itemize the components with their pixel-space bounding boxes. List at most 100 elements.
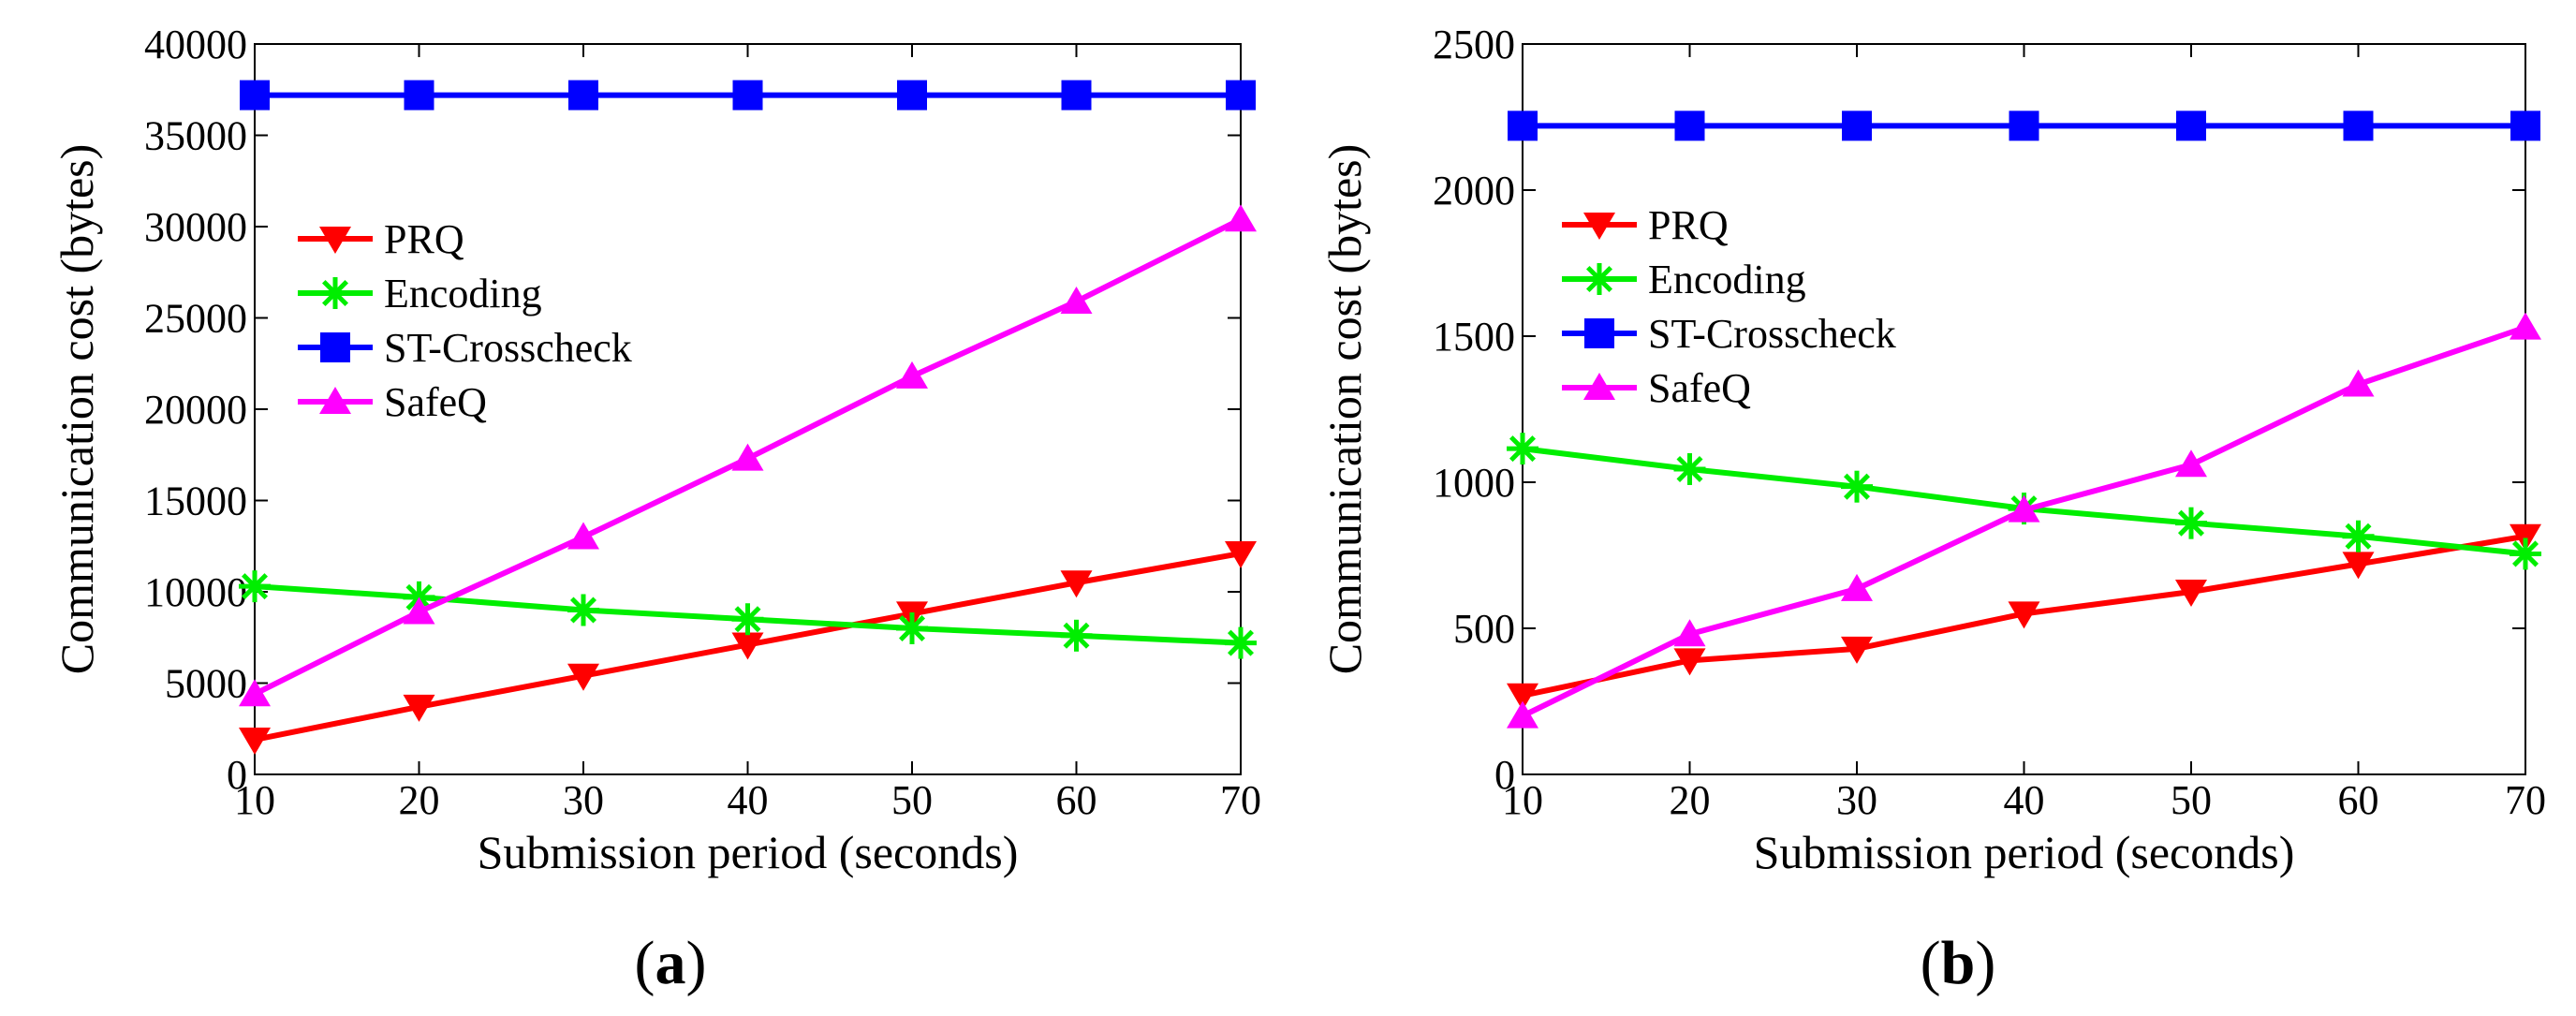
legend-marker [1584, 318, 1614, 348]
data-point [1507, 700, 1538, 729]
data-point [1507, 433, 1538, 465]
series-st-crosscheck [1508, 110, 2540, 141]
data-point [239, 570, 271, 603]
data-point [897, 80, 927, 110]
x-tick-label: 40 [728, 777, 769, 823]
x-tick-label: 30 [1836, 777, 1877, 823]
data-point [731, 603, 764, 636]
legend-label: Encoding [1648, 257, 1806, 302]
data-point [731, 632, 764, 660]
data-point [567, 594, 599, 626]
y-tick-label: 10000 [144, 569, 247, 615]
x-tick-label: 70 [2505, 777, 2546, 823]
y-tick-label: 25000 [144, 296, 247, 342]
data-point [1673, 619, 1706, 647]
series-prq [239, 541, 1257, 755]
legend-marker [319, 277, 351, 309]
y-tick-label: 500 [1453, 606, 1515, 652]
x-tick-label: 30 [563, 777, 604, 823]
y-tick-label: 15000 [144, 479, 247, 524]
data-point [1841, 636, 1873, 664]
legend: PRQ Encoding ST-Crosscheck SafeQ [298, 216, 632, 425]
data-point [1842, 110, 1872, 141]
legend-label: SafeQ [384, 379, 487, 425]
data-point [403, 694, 435, 722]
x-axis-title: Submission period (seconds) [478, 826, 1019, 878]
legend-item: ST-Crosscheck [1562, 311, 1896, 357]
legend-marker [1583, 373, 1615, 400]
data-point [239, 727, 271, 755]
data-point [1841, 573, 1873, 601]
data-point [1673, 648, 1706, 676]
legend-label: Encoding [384, 271, 542, 317]
data-point [567, 522, 599, 550]
y-tick-label: 2500 [1433, 22, 1515, 67]
legend-marker [1583, 213, 1615, 240]
data-point [2510, 537, 2541, 570]
legend-item: PRQ [298, 216, 464, 262]
y-axis-title: Communication cost (bytes) [1318, 144, 1371, 675]
legend-marker [320, 332, 350, 362]
data-point [2008, 601, 2040, 629]
data-point [2175, 449, 2207, 478]
legend-label: PRQ [1648, 202, 1729, 248]
data-point [1674, 110, 1705, 141]
legend-label: ST-Crosscheck [1648, 311, 1896, 357]
y-tick-label: 0 [1494, 752, 1515, 798]
data-point [1061, 80, 1092, 110]
panel-label: (a) [635, 929, 707, 997]
x-tick-label: 20 [1670, 777, 1711, 823]
panel-label-open: ( [1921, 929, 1941, 997]
data-point [1060, 286, 1093, 314]
data-point [2510, 312, 2541, 340]
data-point [2342, 552, 2375, 580]
y-tick-label: 2000 [1433, 168, 1515, 214]
legend-label: ST-Crosscheck [384, 325, 632, 371]
data-point [731, 443, 764, 471]
data-point [1225, 626, 1257, 659]
x-axis-title: Submission period (seconds) [1754, 826, 2295, 878]
legend-marker [319, 227, 351, 254]
x-tick-label: 10 [1502, 777, 1543, 823]
data-point [404, 80, 434, 110]
data-point [403, 596, 435, 625]
panel-label-close: ) [686, 929, 707, 997]
y-tick-label: 30000 [144, 204, 247, 250]
data-point [1507, 683, 1538, 711]
data-point [1841, 470, 1873, 503]
data-point [239, 679, 271, 707]
data-point [240, 80, 270, 110]
x-tick-label: 70 [1220, 777, 1261, 823]
x-tick-label: 60 [2338, 777, 2379, 823]
legend-item: ST-Crosscheck [298, 325, 632, 371]
data-point [2175, 580, 2207, 607]
data-point [2175, 507, 2207, 539]
data-point [732, 80, 763, 110]
series-prq [1507, 523, 2541, 711]
data-point [1226, 80, 1256, 110]
data-point [1225, 541, 1257, 569]
y-tick-label: 5000 [165, 661, 247, 707]
y-tick-label: 1500 [1433, 314, 1515, 360]
x-tick-label: 10 [234, 777, 275, 823]
data-point [2510, 110, 2540, 141]
panel-label-letter: a [655, 929, 686, 997]
data-point [896, 612, 928, 644]
panel-label-open: ( [635, 929, 655, 997]
data-point [2343, 110, 2374, 141]
x-tick-label: 50 [2171, 777, 2212, 823]
legend-marker [319, 387, 351, 414]
data-point [567, 663, 599, 691]
legend-label: SafeQ [1648, 365, 1751, 411]
legend-marker [1583, 263, 1615, 295]
data-point [568, 80, 598, 110]
chart-panel-a: 10 20 30 40 50 60 70 0 5000 10000 15000 20000 25000 3… [51, 22, 1261, 997]
panel-label: (b) [1921, 929, 1996, 997]
series-safeq [1507, 312, 2541, 729]
x-tick-label: 20 [399, 777, 440, 823]
panel-label-letter: b [1941, 929, 1976, 997]
x-tick-label: 40 [2004, 777, 2045, 823]
data-point [1060, 570, 1093, 598]
data-point [1508, 110, 1538, 141]
